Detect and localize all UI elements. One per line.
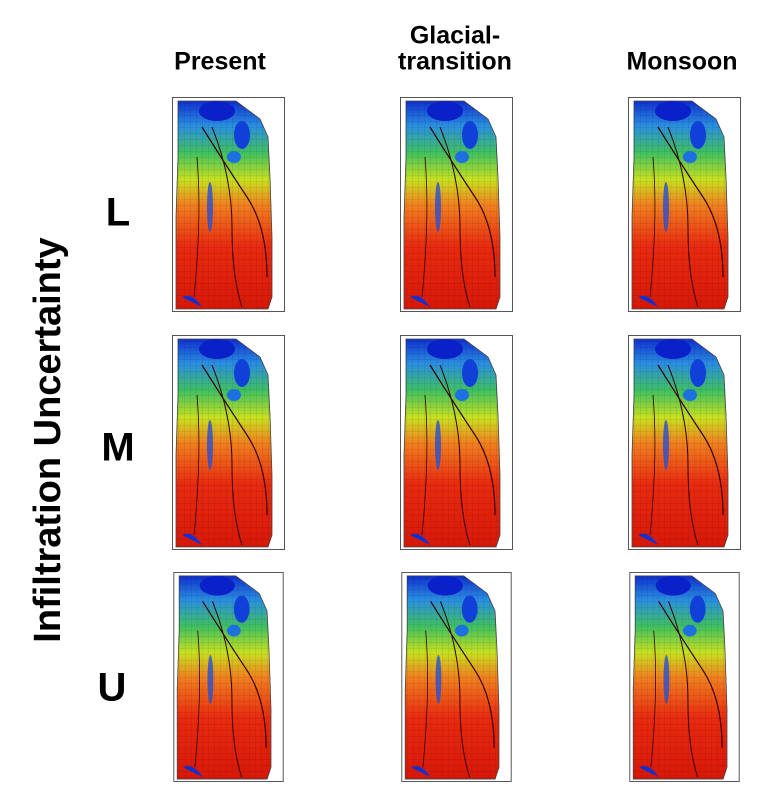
- row-label: L: [106, 191, 130, 235]
- map-panel: [400, 335, 513, 550]
- map-panel: [629, 572, 740, 782]
- row-label: M: [101, 426, 134, 470]
- column-header: Glacial-: [410, 22, 500, 50]
- map-panel: [401, 572, 512, 782]
- map-panel: [172, 97, 285, 312]
- column-header: Present: [174, 48, 266, 76]
- map-panel: [172, 335, 285, 550]
- map-panel: [400, 97, 513, 312]
- y-axis-title: Infiltration Uncertainty: [27, 237, 69, 642]
- column-header: Monsoon: [626, 48, 737, 76]
- row-label: U: [98, 666, 127, 710]
- column-header: transition: [398, 48, 512, 76]
- map-panel: [628, 335, 741, 550]
- map-panel: [628, 97, 741, 312]
- map-panel: [173, 572, 284, 782]
